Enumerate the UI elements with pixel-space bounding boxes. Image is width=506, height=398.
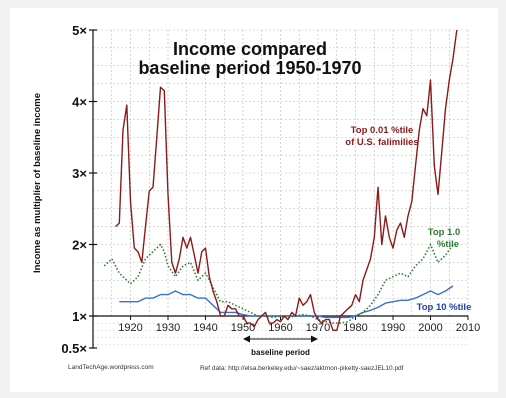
x-tick-label: 1930 <box>156 322 180 334</box>
x-tick-label: 1920 <box>118 322 142 334</box>
source-left: LandTechAge.wordpress.com <box>68 364 154 371</box>
baseline-arrow-right <box>311 335 318 343</box>
y-axis-label: Income as multiplier of baseline income <box>32 93 43 273</box>
baseline-marker: baseline period <box>243 335 318 357</box>
x-tick-label: 2000 <box>418 322 442 334</box>
x-tick-label: 1960 <box>268 322 292 334</box>
income-chart: 5× 4× 3× 2× 1× 0.5× 1920 1930 1940 1950 1960 1970 1… <box>32 23 480 372</box>
x-tick-label: 1950 <box>231 322 255 334</box>
series-label-top001-line-2: of U.S. falimilies <box>345 137 418 148</box>
x-tick-label: 1970 <box>306 322 330 334</box>
source-right: Ref data: http://elsa.berkeley.edu/~saez… <box>200 365 404 372</box>
x-tick-label: 1990 <box>381 322 405 334</box>
x-tick-label: 1980 <box>343 322 367 334</box>
y-tick-label: 3× <box>72 166 87 181</box>
y-tick-label: 4× <box>72 95 87 110</box>
x-tick-label: 1940 <box>193 322 217 334</box>
y-tick-label: 0.5× <box>61 341 87 356</box>
y-tick-label: 5× <box>72 23 87 38</box>
chart-title-line-1: Income compared <box>173 39 327 59</box>
series-line-top-001-pct <box>115 29 458 331</box>
baseline-arrow-left <box>243 335 250 343</box>
series-label-top1-line-1: Top 1.0 <box>428 227 461 238</box>
chart-frame: 5× 4× 3× 2× 1× 0.5× 1920 1930 1940 1950 1960 1970 1… <box>10 8 498 392</box>
series-label-top001-line-1: Top 0.01 %tile <box>351 125 414 136</box>
series-line-top-1-pct <box>103 243 454 324</box>
series-label-top10: Top 10 %tile <box>417 302 472 313</box>
series-line-top-10-pct <box>119 285 454 319</box>
y-tick-label: 2× <box>72 238 87 253</box>
baseline-label: baseline period <box>251 348 310 357</box>
series-label-top1-line-2: %tile <box>437 239 459 250</box>
chart-title-line-2: baseline period 1950-1970 <box>138 58 361 78</box>
x-tick-label: 2010 <box>456 322 480 334</box>
y-tick-label: 1× <box>72 309 87 324</box>
